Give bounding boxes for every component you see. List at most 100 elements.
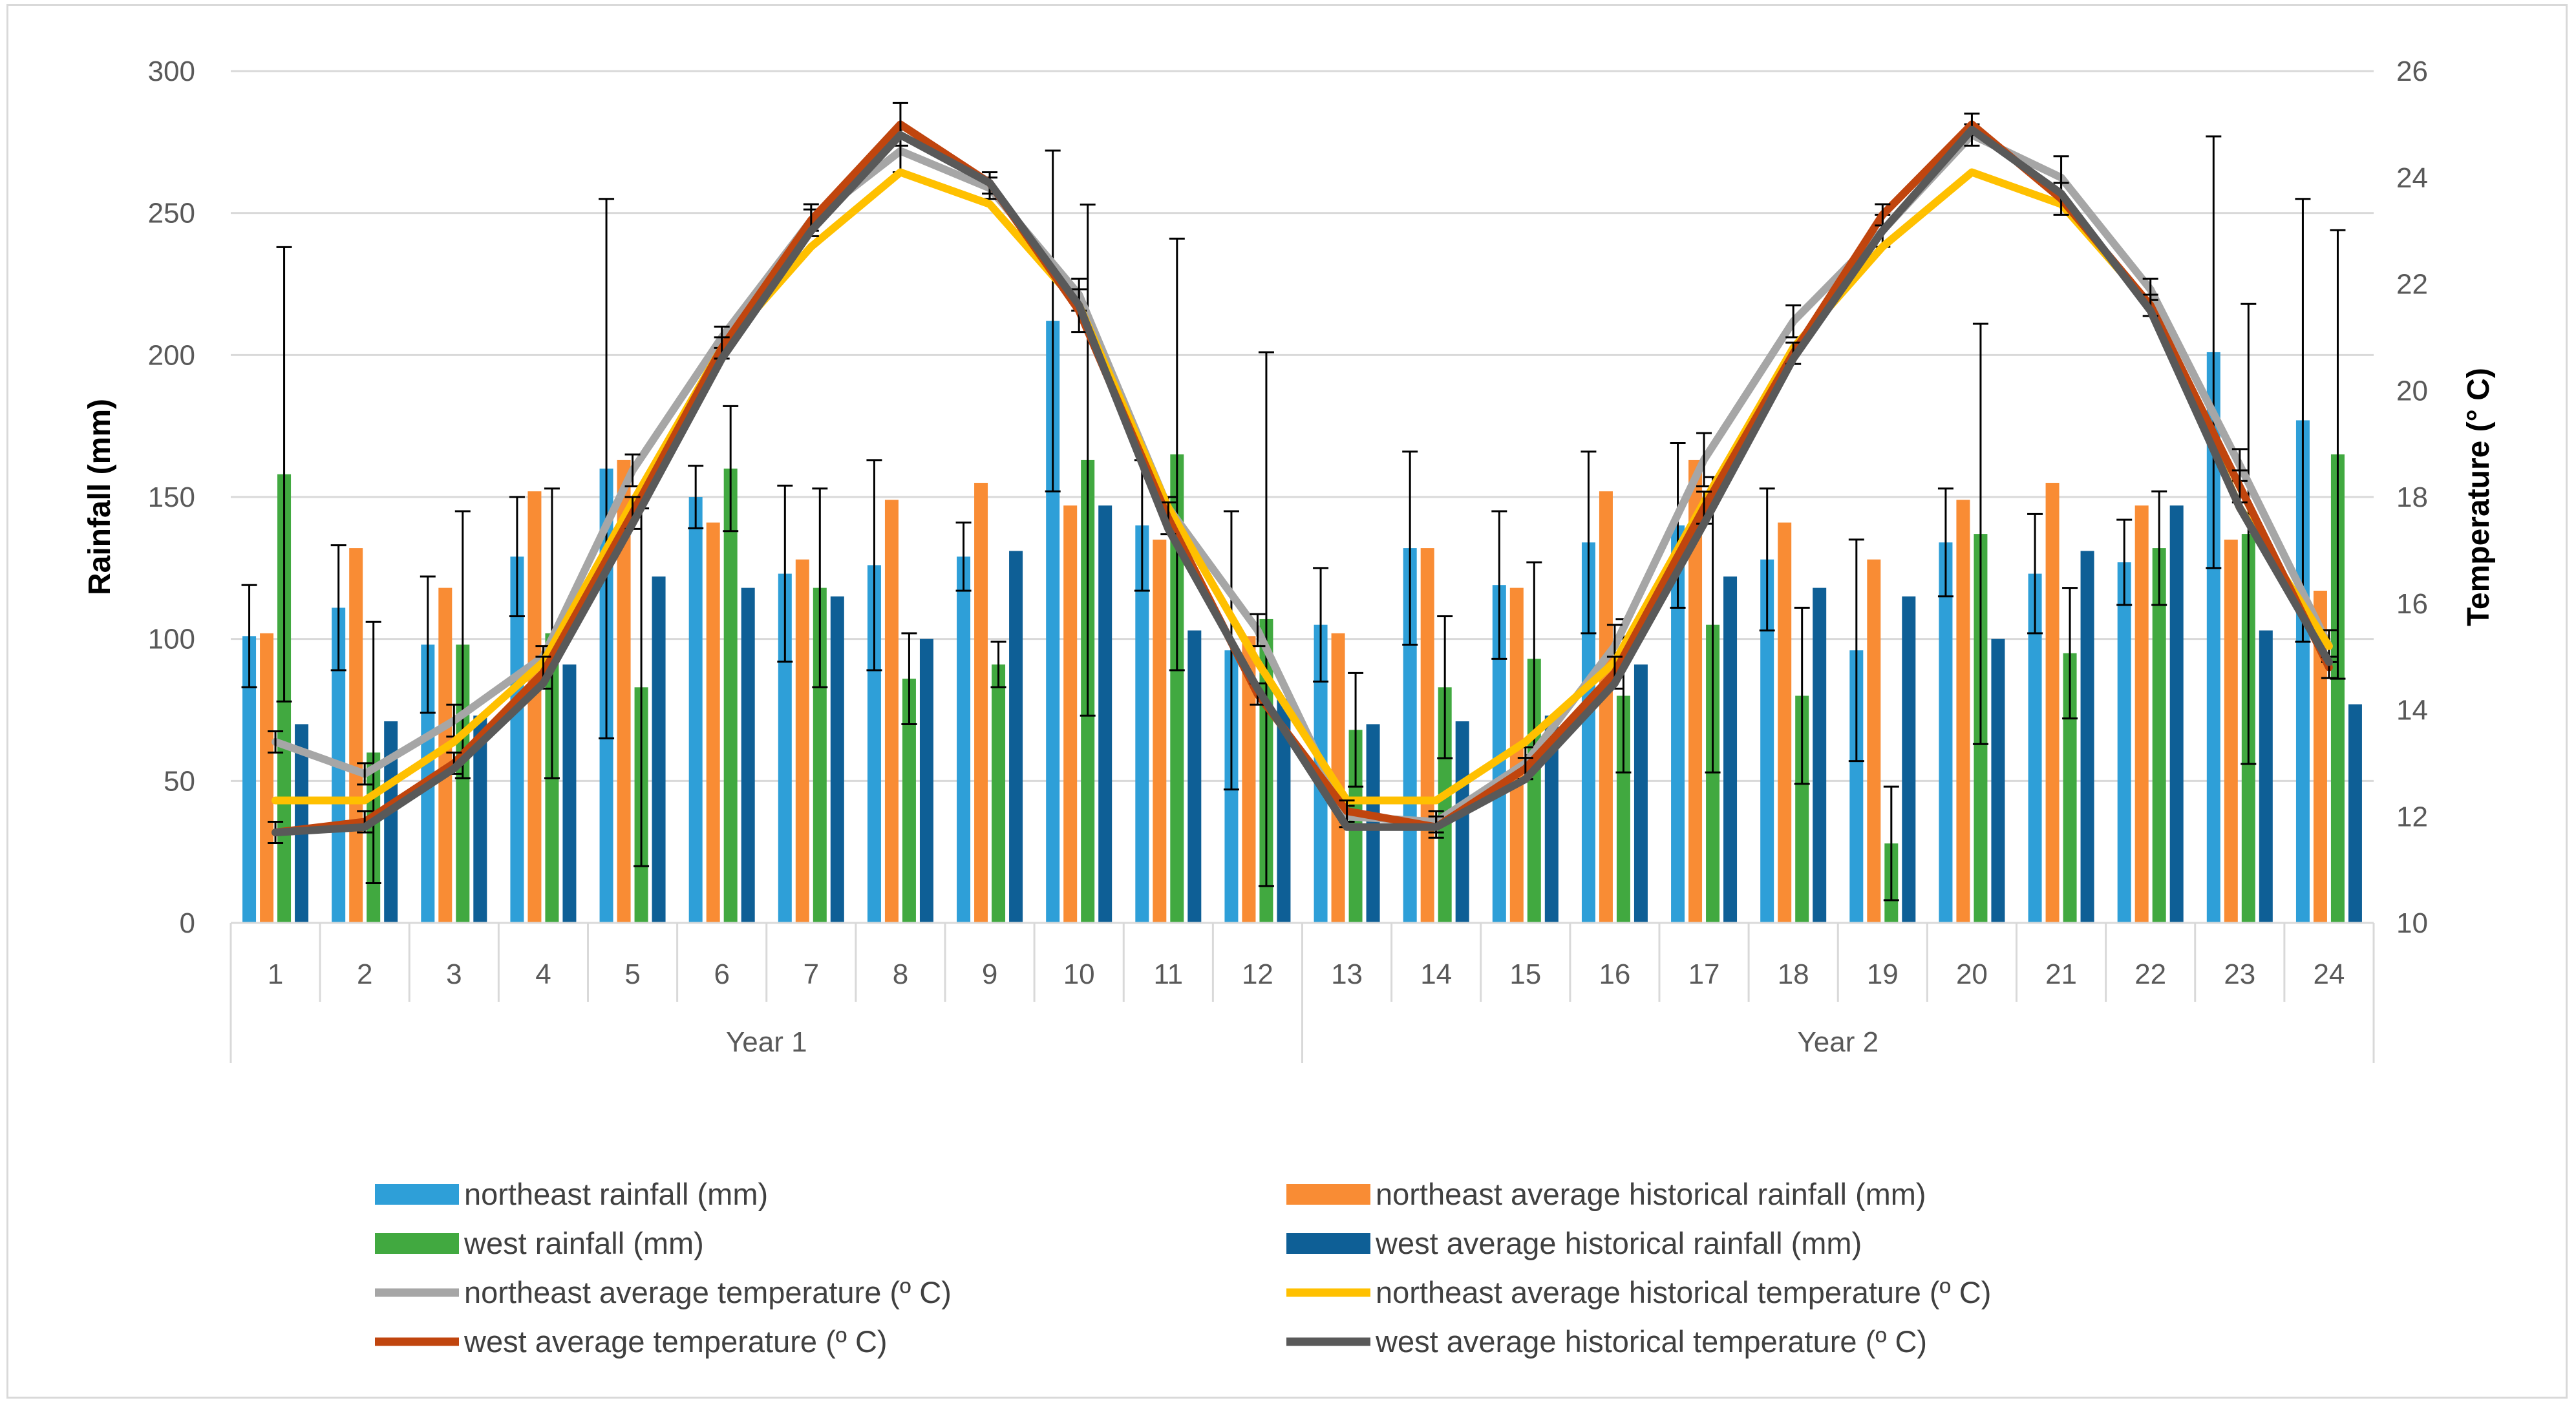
group-label: Year 1 [726,1026,807,1058]
bar [2206,352,2220,923]
y2-tick-label: 24 [2396,162,2428,194]
x-tick-label: 2 [357,958,372,990]
x-tick-label: 24 [2313,958,2345,990]
x-tick-label: 1 [268,958,283,990]
y2-tick-label: 26 [2396,56,2428,87]
bar [902,679,916,923]
bar [2295,420,2310,923]
series-line [271,125,2333,836]
y-tick-label: 100 [148,624,195,655]
y-tick-label: 200 [148,339,195,371]
legend-label: northeast average historical rainfall (m… [1376,1177,1926,1211]
bar [1331,633,1345,923]
y-tick-label: 50 [164,765,195,797]
x-tick-label: 13 [1331,958,1363,990]
y2-tick-label: 10 [2396,907,2428,939]
bar [527,491,542,923]
x-tick-label: 5 [624,958,640,990]
y-axis-title: Rainfall (mm) [83,399,117,595]
legend-label: northeast average temperature (º C) [464,1275,952,1309]
bar [1795,695,1809,923]
bar [1939,542,1953,923]
bar [295,724,309,923]
bar [2348,704,2362,923]
bar [830,596,844,923]
bar [2169,505,2184,923]
bar [2080,551,2094,923]
x-tick-label: 4 [535,958,551,990]
bar [1688,460,1703,923]
bar [1277,698,1291,923]
y-tick-label: 300 [148,56,195,87]
bar [260,633,274,923]
y2-tick-label: 12 [2396,801,2428,832]
legend-label: west average temperature (º C) [463,1324,888,1359]
bar [1778,522,1792,923]
bar [1599,491,1613,923]
x-tick-label: 15 [1509,958,1541,990]
bar [1153,539,1167,923]
bar [473,715,487,923]
bar [1902,596,1916,923]
bar [562,664,577,923]
legend-label: northeast rainfall (mm) [464,1177,768,1211]
bar [1813,587,1827,923]
bar [1867,559,1881,923]
bar [1634,664,1648,923]
bar [813,587,827,923]
bar [1242,636,1256,923]
legend-swatch [1286,1184,1370,1205]
y-tick-label: 250 [148,198,195,229]
series-line [271,168,2333,805]
bar [1492,585,1506,923]
y2-tick-label: 20 [2396,375,2428,407]
x-tick-label: 3 [446,958,462,990]
bar [2045,483,2060,923]
bar [706,522,720,923]
bar [2134,505,2149,923]
bar [2313,590,2327,923]
bar [1849,650,1864,923]
bar [1420,548,1434,923]
bar [242,636,257,923]
bar [652,577,666,923]
bar [1135,525,1149,923]
bar [1046,321,1060,923]
bar-series [242,321,2362,923]
y2-tick-label: 18 [2396,481,2428,513]
legend-label: west rainfall (mm) [463,1226,704,1260]
bar [1063,505,1078,923]
bar [974,483,988,923]
bar [2330,454,2345,923]
bar [1455,721,1469,923]
bar [919,639,933,923]
bar [1187,630,1202,923]
bar [688,497,703,923]
x-tick-label: 14 [1420,958,1452,990]
x-tick-label: 6 [714,958,729,990]
bar [1616,695,1630,923]
x-tick-label: 17 [1688,958,1720,990]
x-tick-label: 18 [1778,958,1809,990]
bar [2117,562,2131,923]
x-tick-label: 16 [1599,958,1630,990]
bar [1009,551,1023,923]
bar [1544,715,1559,923]
y2-axis-title: Temperature (° C) [2462,368,2496,626]
series-line [271,131,2333,826]
bar [992,664,1006,923]
bar [1760,559,1774,923]
bar [795,559,809,923]
bar [1527,659,1541,923]
y2-tick-label: 22 [2396,269,2428,301]
legend-label: west average historical temperature (º C… [1375,1324,1927,1359]
x-tick-label: 21 [2045,958,2077,990]
x-tick-label: 11 [1153,958,1183,990]
x-tick-label: 23 [2224,958,2255,990]
bar [1438,687,1452,923]
y2-tick-label: 16 [2396,588,2428,620]
x-tick-label: 8 [893,958,908,990]
gridlines [231,70,2374,782]
